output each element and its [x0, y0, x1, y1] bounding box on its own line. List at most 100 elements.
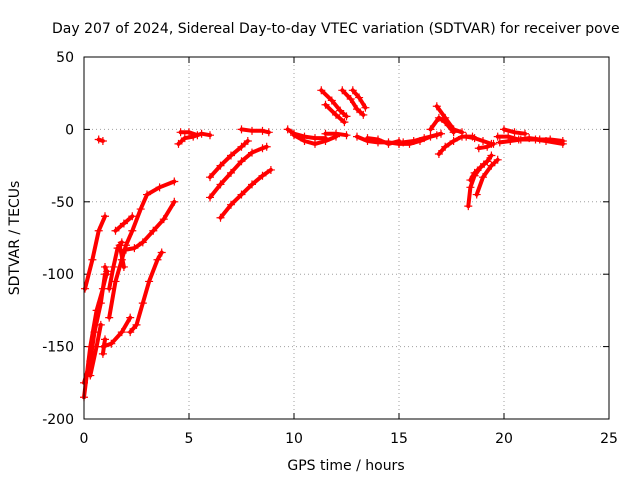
data-point: [237, 142, 246, 151]
data-point: [216, 213, 225, 222]
data-point: [542, 136, 550, 145]
data-point: [353, 132, 361, 141]
data-point: [170, 197, 179, 206]
data-point: [441, 142, 450, 151]
data-point: [86, 371, 95, 380]
series-arc-16: [176, 128, 202, 140]
series-arc-23: [321, 129, 351, 140]
data-point: [145, 277, 154, 286]
data-point: [346, 94, 355, 103]
data-point: [348, 86, 357, 95]
data-point: [510, 128, 519, 137]
data-point: [466, 176, 475, 185]
data-point: [227, 168, 235, 177]
series-arc-01: [81, 212, 109, 293]
series-track: [319, 88, 349, 119]
y-tick-label: -100: [42, 267, 74, 283]
x-tick-label: 0: [80, 431, 89, 447]
data-point: [311, 139, 319, 148]
data-point: [98, 349, 107, 358]
x-tick-label: 20: [495, 431, 513, 447]
series-arc-26: [338, 86, 368, 119]
y-tick-label: -50: [51, 195, 74, 211]
data-point: [237, 157, 246, 166]
data-point: [96, 299, 105, 308]
x-tick-label: 25: [600, 431, 618, 447]
data-point: [258, 126, 267, 135]
data-point: [262, 142, 271, 151]
data-point: [122, 245, 130, 254]
series-arc-14: [122, 197, 179, 254]
series-track: [474, 157, 500, 197]
data-point: [155, 183, 164, 192]
data-point: [101, 262, 109, 271]
series-track: [340, 88, 366, 117]
series-track: [401, 133, 439, 145]
series-arc-20: [237, 125, 273, 137]
data-point: [321, 100, 330, 109]
series-arc-27: [348, 86, 370, 112]
data-point: [94, 226, 103, 235]
series-arc-17: [206, 136, 252, 182]
y-axis-label: SDTVAR / TECUs: [7, 181, 23, 296]
data-point: [321, 129, 330, 138]
x-axis-label: GPS time / hours: [287, 458, 404, 474]
data-point: [103, 270, 112, 279]
series-track: [100, 315, 133, 349]
series-track: [464, 134, 494, 146]
data-point: [128, 226, 137, 235]
series-track: [434, 104, 464, 135]
data-point: [119, 219, 128, 228]
series-arc-24: [317, 86, 351, 121]
data-point: [384, 139, 393, 148]
data-point: [176, 128, 185, 137]
data-point: [237, 190, 246, 199]
data-point: [98, 136, 107, 145]
data-point: [174, 139, 183, 148]
series-track: [365, 136, 401, 146]
series-arc-19: [216, 165, 275, 222]
data-point: [90, 328, 99, 337]
data-point: [132, 320, 141, 329]
data-point: [449, 125, 458, 134]
data-point: [149, 226, 158, 235]
series-arc-11: [111, 212, 137, 235]
data-point: [266, 165, 275, 174]
data-point: [153, 255, 162, 264]
data-point: [248, 148, 256, 157]
data-point: [449, 136, 458, 145]
data-point: [283, 125, 292, 134]
data-point: [159, 215, 168, 224]
data-point: [197, 129, 206, 138]
data-point: [109, 262, 118, 271]
data-point: [479, 173, 487, 182]
data-point: [363, 134, 372, 143]
data-point: [81, 284, 90, 293]
data-point: [361, 103, 370, 112]
data-point: [126, 328, 135, 337]
data-point: [193, 131, 202, 140]
series-arc-33: [432, 102, 466, 137]
data-point: [327, 96, 336, 105]
series-track: [208, 144, 269, 200]
data-point: [437, 129, 445, 138]
grid: [84, 57, 609, 419]
series-arc-05: [94, 135, 107, 145]
x-tick-label: 15: [390, 431, 408, 447]
series-arc-38: [472, 155, 502, 199]
data-point: [493, 132, 502, 141]
y-tick-label: -150: [42, 340, 74, 356]
series-track: [428, 115, 456, 135]
series-track: [436, 134, 475, 156]
data-point: [101, 212, 109, 221]
series-arc-22: [290, 131, 340, 148]
data-point: [464, 202, 473, 211]
data-point: [472, 190, 481, 199]
data-point: [342, 112, 351, 121]
data-point: [399, 138, 408, 147]
data-point: [521, 129, 529, 138]
data-point: [353, 105, 361, 114]
y-tick-label: 0: [65, 122, 74, 138]
data-point: [483, 157, 492, 166]
